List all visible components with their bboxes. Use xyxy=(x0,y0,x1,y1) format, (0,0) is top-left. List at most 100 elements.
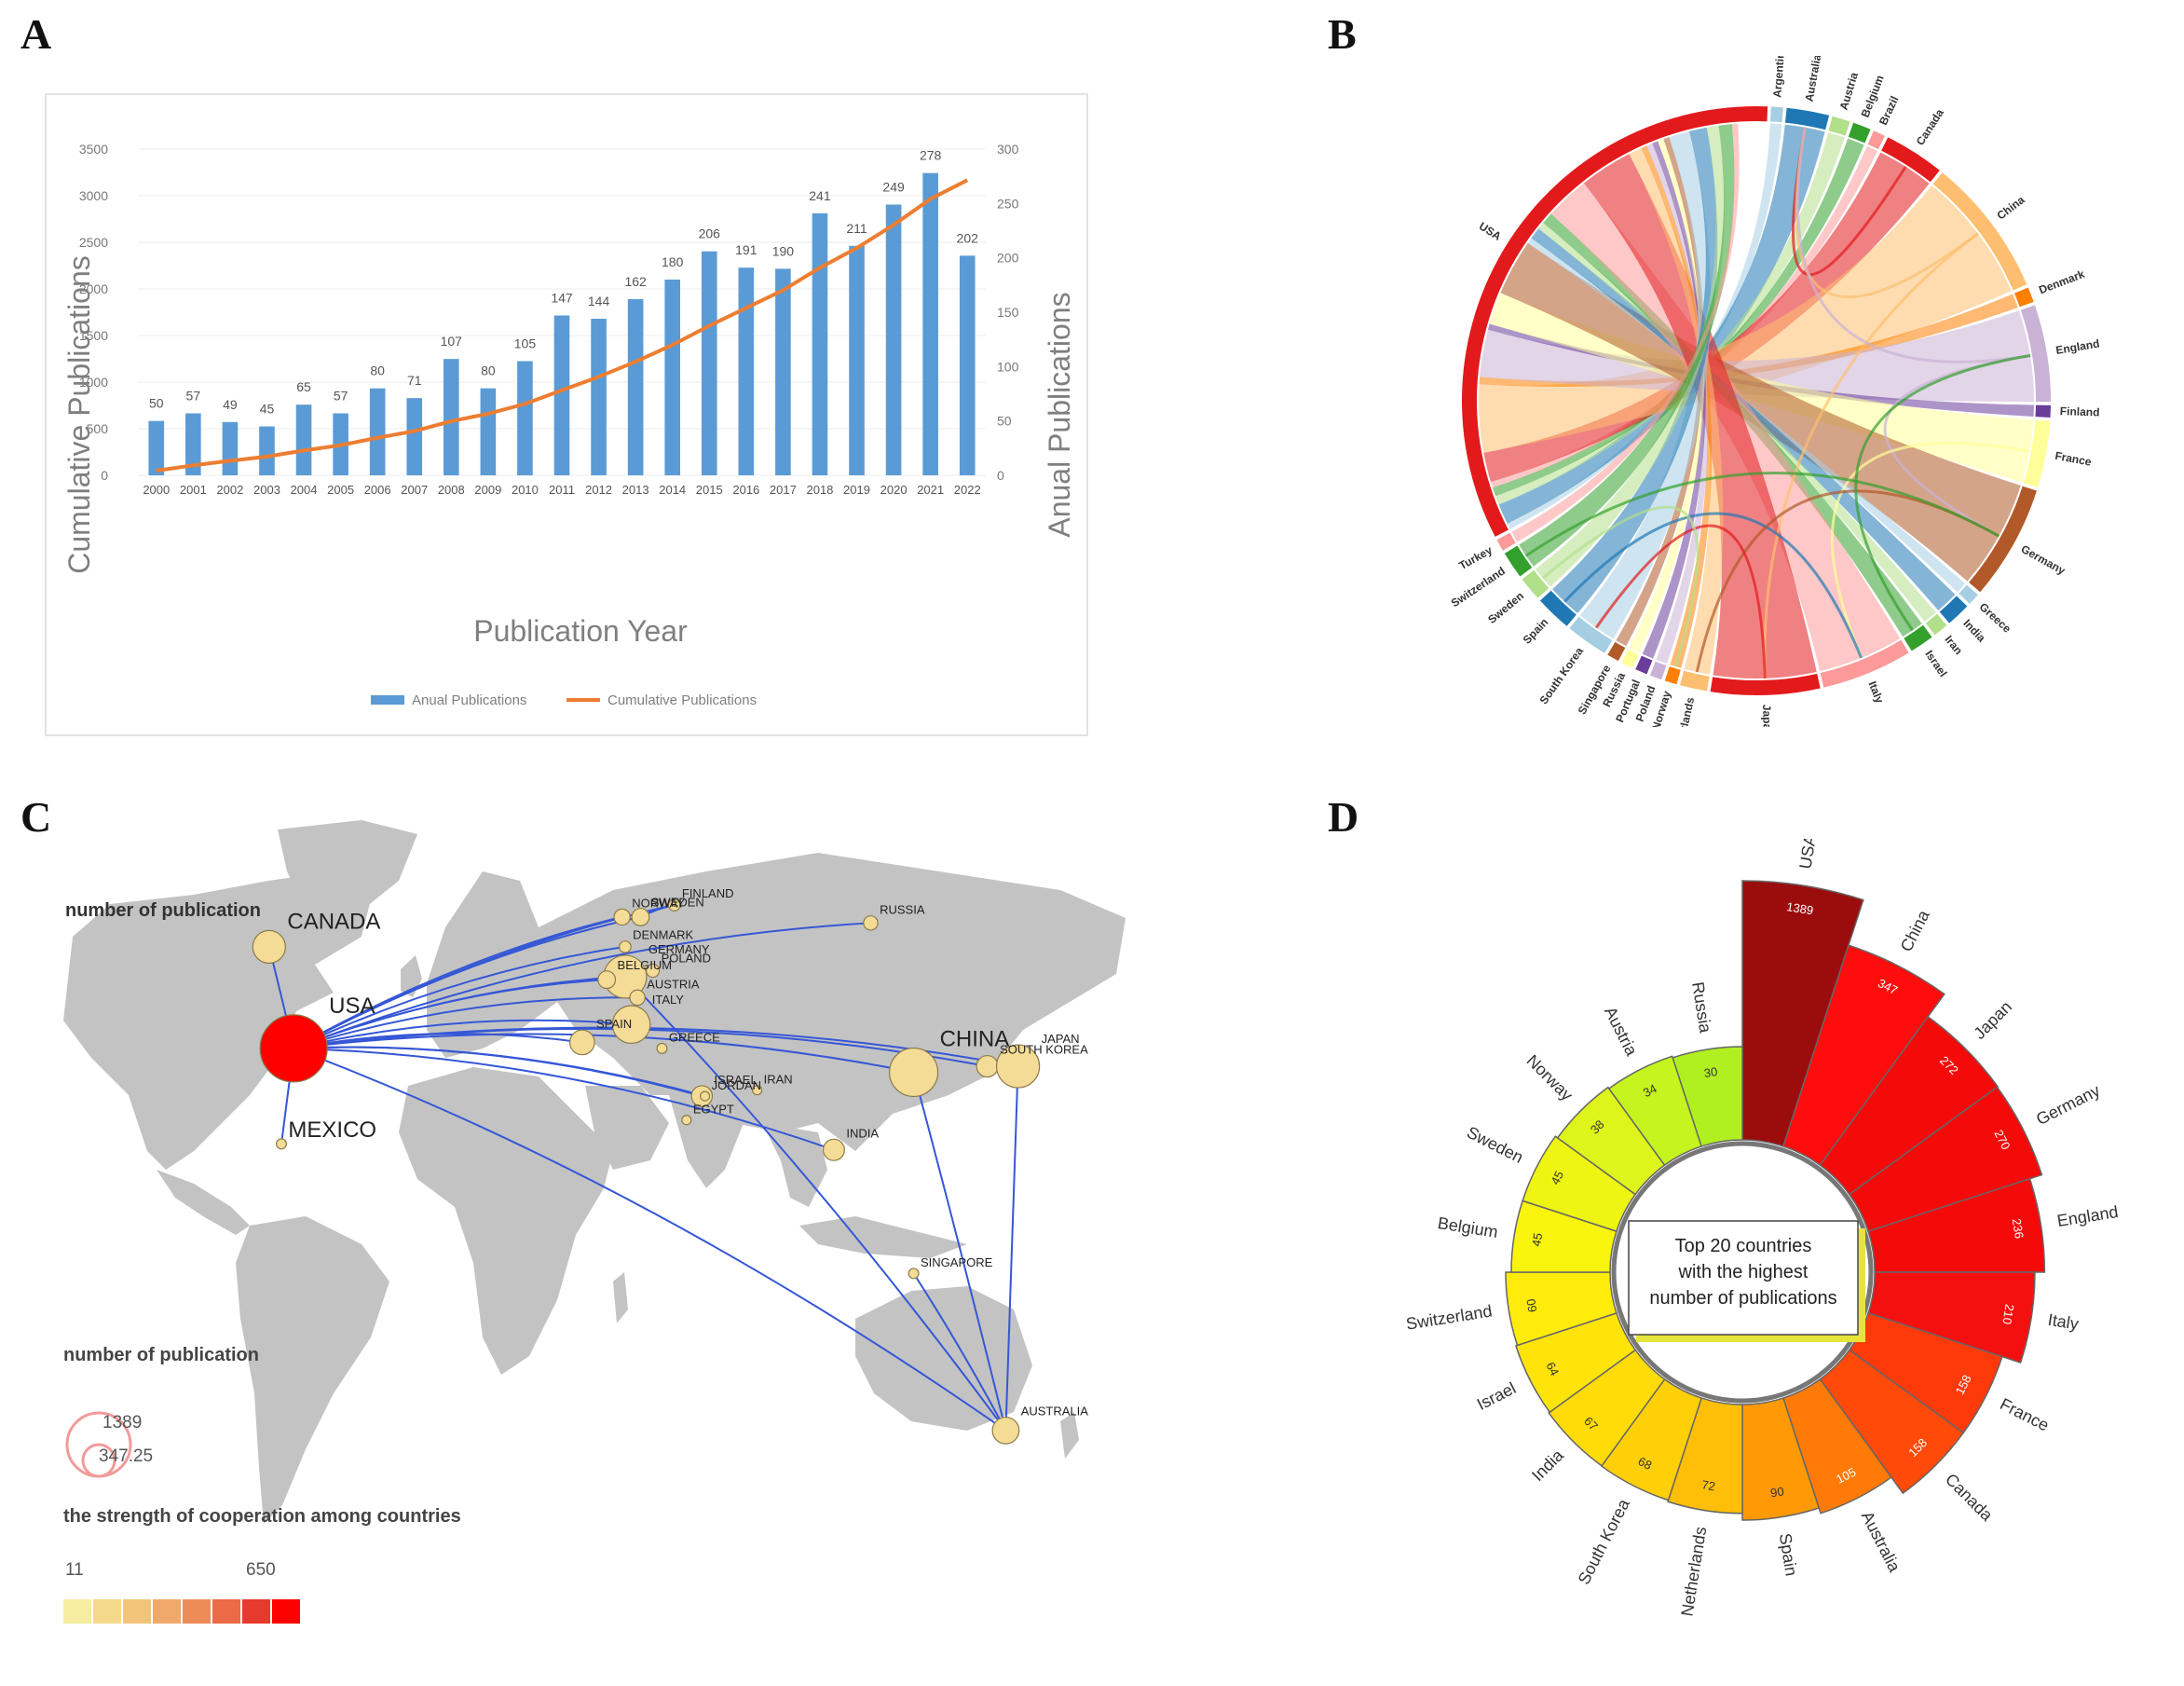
x-tick-label: 2000 xyxy=(143,483,170,497)
bar-label-2011: 147 xyxy=(551,291,573,306)
map-label-china: CHINA xyxy=(940,1026,1010,1051)
legend-strength-swatch-5 xyxy=(212,1599,240,1624)
chord-arc-turkey xyxy=(1496,532,1516,551)
chord-arc-iran xyxy=(1925,613,1947,636)
bar-2013 xyxy=(627,299,644,475)
bar-2002 xyxy=(222,421,239,475)
indonesia-landmass xyxy=(799,1216,967,1258)
chord-sweden-norway xyxy=(1541,505,1699,667)
y2-tick-label: 50 xyxy=(997,414,1012,429)
chord-label-spain: Spain xyxy=(1521,615,1551,646)
radial-bar-germany xyxy=(1848,1086,2043,1233)
radial-label-italy: Italy xyxy=(2047,1310,2081,1334)
chord-spain-italy xyxy=(1563,512,1863,659)
map-link-usa-russia xyxy=(293,922,871,1049)
cumulative-publications-line xyxy=(156,178,969,473)
bar-2003 xyxy=(259,426,275,475)
map-label-norway: NORWAY xyxy=(632,896,685,910)
bar-2007 xyxy=(406,398,423,475)
europe-landmass xyxy=(427,871,576,1058)
radial-value-russia: 30 xyxy=(1703,1064,1719,1080)
arabia-landmass xyxy=(585,1086,669,1170)
chord-usa-england xyxy=(1480,310,2034,403)
radial-bar-israel xyxy=(1514,1311,1637,1414)
x-tick-label: 2022 xyxy=(954,483,981,497)
y-tick-label: 2000 xyxy=(79,281,108,296)
legend-size-circle-small xyxy=(81,1443,116,1478)
radial-bar-sweden xyxy=(1522,1135,1637,1233)
bar-label-2004: 65 xyxy=(296,379,311,394)
radial-bar-norway xyxy=(1556,1086,1666,1196)
chord-usa-finland xyxy=(1487,323,2034,417)
radial-bar-switzerland xyxy=(1505,1271,1618,1347)
bar-label-2007: 71 xyxy=(407,373,422,388)
chord-label-italy: Italy xyxy=(1865,679,1886,706)
radial-label-spain: Spain xyxy=(1776,1532,1801,1578)
radial-label-japan: Japan xyxy=(1970,997,2015,1043)
chord-arc-japan xyxy=(1710,673,1821,695)
radial-label-norway: Norway xyxy=(1523,1051,1577,1104)
radial-bar-england xyxy=(1867,1177,2046,1273)
chord-usa-switzerland xyxy=(1519,124,1735,567)
x-tick-label: 2020 xyxy=(880,483,908,497)
x-tick-label: 2008 xyxy=(438,483,465,497)
chord-usa-israel xyxy=(1543,213,1922,637)
radial-label-south-korea: South Korea xyxy=(1575,1495,1634,1587)
radial-value-south-korea: 68 xyxy=(1636,1454,1655,1473)
chord-china-japan xyxy=(1763,232,1979,679)
legend-strength-swatch-1 xyxy=(93,1599,121,1624)
chord-usa-denmark xyxy=(1479,294,2018,387)
radial-label-canada: Canada xyxy=(1942,1470,1997,1525)
map-label-sweden: SWEDEN xyxy=(651,896,704,910)
map-label-poland: POLAND xyxy=(662,952,711,966)
map-link-japan-australia xyxy=(1004,1066,1019,1431)
chord-arc-russia xyxy=(1621,649,1639,668)
legend-strength-swatch-3 xyxy=(153,1599,181,1624)
radial-bar-china xyxy=(1781,944,1945,1167)
bar-label-2005: 57 xyxy=(334,389,348,404)
bar-2015 xyxy=(701,251,717,475)
chord-label-netherlands: Netherlands xyxy=(1671,695,1698,727)
map-node-sweden xyxy=(631,907,650,926)
chord-arc-denmark xyxy=(2013,287,2034,308)
chord-arc-portugal xyxy=(1635,655,1653,675)
chord-arc-finland xyxy=(2035,404,2051,418)
chord-label-australia: Australia xyxy=(1803,56,1824,103)
map-label-israel: ISRAEL xyxy=(714,1073,757,1087)
chord-arc-brazil xyxy=(1867,130,1885,150)
map-label-germany: GERMANY xyxy=(648,942,710,956)
radial-bar-russia xyxy=(1672,1046,1743,1147)
chord-label-iran: Iran xyxy=(1942,633,1965,657)
map-node-italy xyxy=(611,1005,651,1045)
x-tick-label: 2021 xyxy=(917,483,944,497)
x-tick-label: 2012 xyxy=(585,483,612,497)
bar-label-2009: 80 xyxy=(481,363,496,378)
map-label-canada: CANADA xyxy=(287,909,380,934)
panel-label-b: B xyxy=(1328,10,1357,58)
bar-label-2019: 211 xyxy=(846,221,867,236)
chord-usa-netherlands xyxy=(1629,147,1724,675)
center-label-line-1: Top 20 countries xyxy=(1675,1236,1812,1256)
x-tick-label: 2015 xyxy=(696,483,723,497)
panel-d-radial-bar-chart: Top 20 countries with the highest number… xyxy=(1405,839,2120,1618)
y-tick-label: 3000 xyxy=(79,188,108,203)
chord-usa-canada xyxy=(1483,152,1930,483)
y2-tick-label: 200 xyxy=(997,251,1019,266)
bar-label-2002: 49 xyxy=(223,397,238,412)
chord-arc-usa xyxy=(1462,106,1768,537)
radial-value-belgium: 45 xyxy=(1529,1232,1545,1248)
map-node-usa xyxy=(259,1014,328,1083)
bar-label-2001: 57 xyxy=(186,389,201,404)
chord-arc-england xyxy=(2020,305,2051,403)
map-link-usa-jordan xyxy=(293,1046,705,1098)
chord-usa-japan xyxy=(1583,154,1817,679)
new-zealand-landmass xyxy=(1060,1412,1079,1459)
chord-arc-sweden xyxy=(1522,569,1549,598)
chord-arc-switzerland xyxy=(1504,545,1533,577)
bar-2008 xyxy=(443,359,459,475)
legend-strength-swatch-6 xyxy=(242,1599,270,1624)
chord-label-india: India xyxy=(1960,617,1988,645)
radial-bar-italy xyxy=(1867,1271,2036,1364)
map-node-denmark xyxy=(619,940,632,953)
